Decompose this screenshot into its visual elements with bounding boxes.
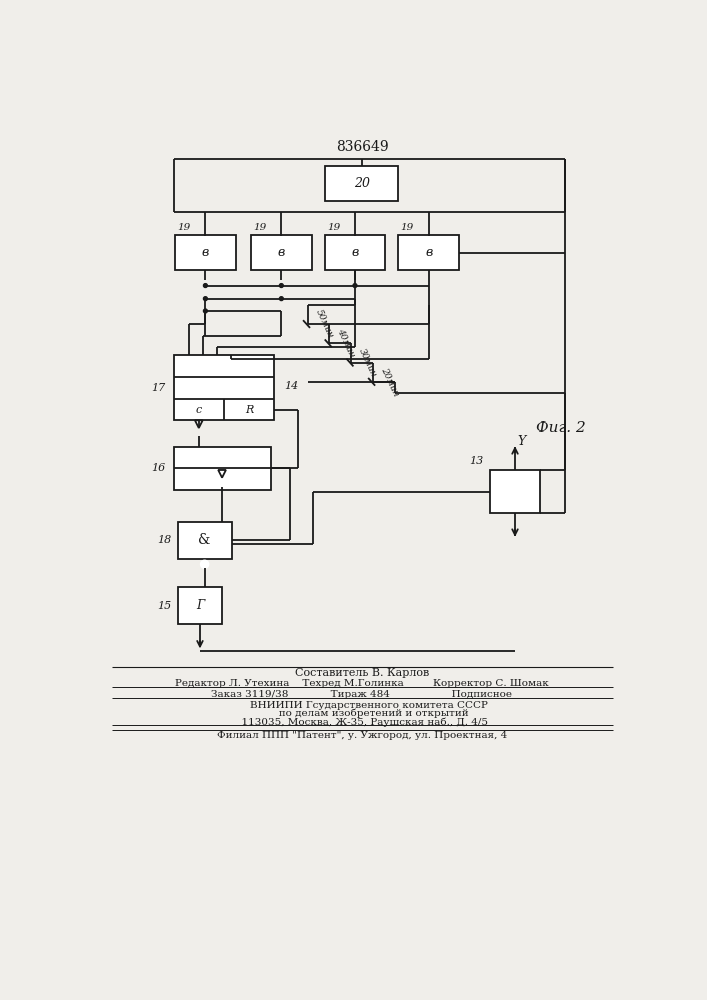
Circle shape (279, 284, 284, 287)
Circle shape (204, 297, 207, 301)
Text: 16: 16 (151, 463, 166, 473)
Bar (490, 470, 540, 513)
Bar (325, 235, 385, 270)
Bar (398, 235, 459, 270)
Bar (177, 522, 232, 559)
Text: 40мин: 40мин (336, 328, 357, 359)
Text: Редактор Л. Утехина    Техред М.Голинка         Корректор С. Шомак: Редактор Л. Утехина Техред М.Голинка Кор… (175, 679, 549, 688)
Text: 50мин: 50мин (314, 308, 335, 340)
Text: &: & (199, 533, 211, 547)
Text: Составитель В. Карлов: Составитель В. Карлов (295, 668, 429, 678)
Text: R: R (245, 405, 253, 415)
Bar (325, 166, 398, 201)
Bar (174, 447, 271, 490)
Circle shape (201, 560, 209, 568)
Bar (251, 235, 312, 270)
Polygon shape (218, 470, 226, 478)
Text: c: c (196, 405, 202, 415)
Bar (175, 235, 235, 270)
Polygon shape (195, 420, 203, 428)
Text: 19: 19 (327, 223, 340, 232)
Circle shape (353, 284, 357, 287)
Text: в: в (351, 246, 358, 259)
Text: Заказ 3119/38             Тираж 484                   Подписное: Заказ 3119/38 Тираж 484 Подписное (211, 690, 513, 699)
Text: 19: 19 (253, 223, 267, 232)
Text: 19: 19 (177, 223, 191, 232)
Text: 113035, Москва, Ж-35, Раушская наб., Д. 4/5: 113035, Москва, Ж-35, Раушская наб., Д. … (235, 717, 489, 727)
Text: в: в (425, 246, 432, 259)
Text: 19: 19 (401, 223, 414, 232)
Text: 15: 15 (157, 601, 171, 611)
Text: Филиал ППП "Патент", у. Ужгород, ул. Проектная, 4: Филиал ППП "Патент", у. Ужгород, ул. Про… (217, 732, 507, 740)
Bar (174, 355, 274, 420)
Text: 18: 18 (157, 535, 171, 545)
Text: по делам изобретений и открытий: по делам изобретений и открытий (256, 709, 468, 718)
Bar (177, 587, 223, 624)
Circle shape (204, 284, 207, 287)
Text: ВНИИПИ Гсударственного комитета СССР: ВНИИПИ Гсударственного комитета СССР (237, 701, 487, 710)
Circle shape (279, 297, 284, 301)
Text: Г: Г (196, 599, 204, 612)
Text: 30мин: 30мин (357, 347, 378, 378)
Circle shape (204, 309, 207, 313)
Text: 17: 17 (151, 383, 166, 393)
Text: Фиг. 2: Фиг. 2 (536, 421, 586, 435)
Text: 13: 13 (469, 456, 484, 466)
Text: в: в (278, 246, 285, 259)
Text: Y: Y (517, 435, 525, 448)
Text: 20: 20 (354, 177, 370, 190)
Text: 836649: 836649 (336, 140, 388, 154)
Text: 14: 14 (284, 381, 298, 391)
Text: в: в (201, 246, 209, 259)
Text: 20мин: 20мин (379, 366, 400, 398)
